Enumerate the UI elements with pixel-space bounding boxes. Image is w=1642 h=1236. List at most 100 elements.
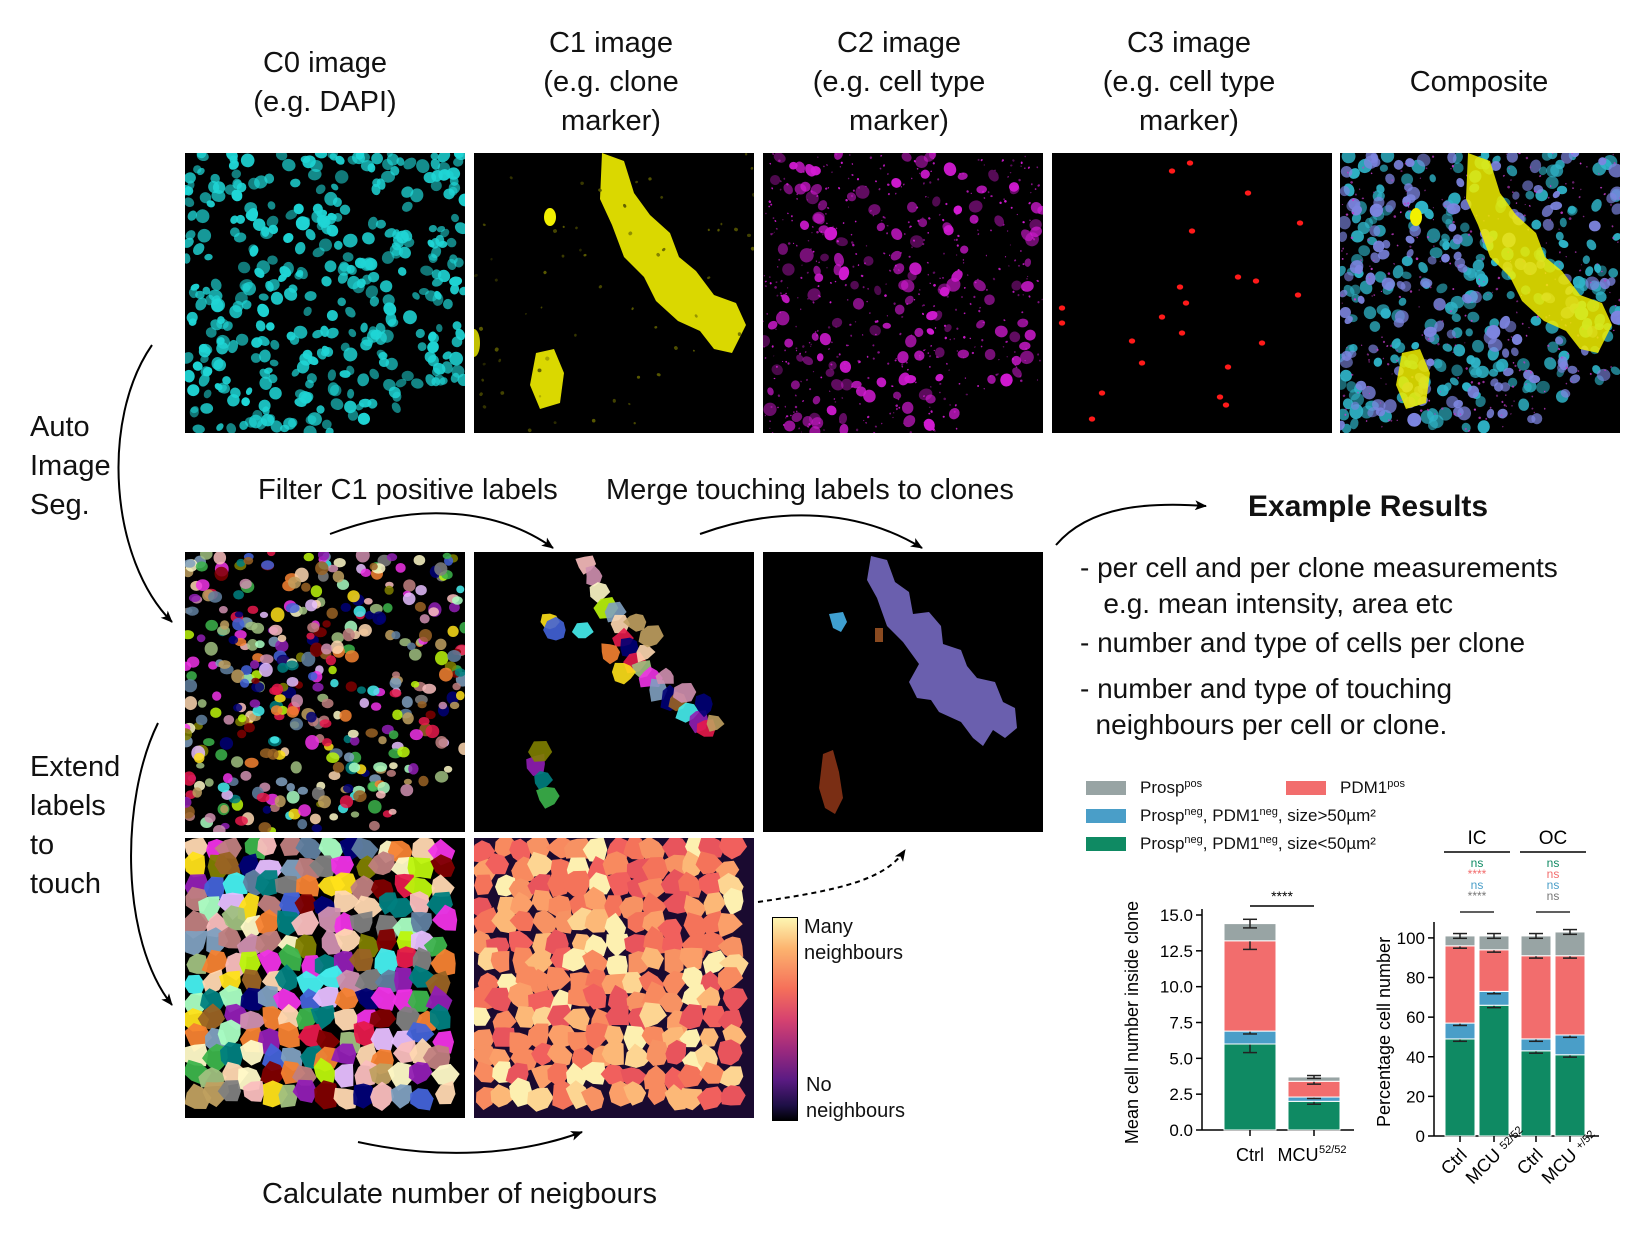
neighbour-cell — [582, 838, 608, 863]
nucleus — [857, 359, 860, 363]
nucleus — [922, 395, 926, 397]
nucleus — [1567, 352, 1569, 355]
nucleus — [1030, 183, 1033, 186]
nucleus — [983, 321, 985, 324]
cell-label — [402, 592, 416, 606]
nucleus — [264, 367, 273, 374]
cell-label — [310, 585, 323, 598]
nucleus — [1403, 202, 1407, 206]
neighbour-cell — [585, 1022, 611, 1051]
nucleus — [840, 378, 853, 391]
nucleus — [948, 230, 950, 232]
y-tick-label: 10.0 — [1160, 978, 1193, 997]
nucleus — [1391, 179, 1394, 182]
nucleus — [1557, 356, 1568, 368]
cell-label — [386, 769, 396, 777]
neighbour-cell — [684, 894, 707, 919]
nucleus — [397, 267, 407, 276]
extended-label — [430, 948, 456, 976]
nucleus — [782, 263, 795, 276]
extended-label — [197, 1003, 225, 1030]
cell-label — [367, 685, 380, 696]
nucleus — [1604, 369, 1606, 372]
cell-label — [185, 728, 192, 741]
nucleus — [1401, 255, 1413, 267]
cell-label — [213, 552, 227, 565]
nucleus — [1369, 265, 1371, 267]
nucleus — [777, 406, 779, 409]
extended-label — [185, 851, 206, 878]
nucleus — [1489, 406, 1492, 409]
nucleus — [932, 271, 936, 274]
nucleus — [1022, 221, 1025, 224]
nucleus — [834, 280, 837, 283]
nucleus — [192, 361, 203, 371]
nucleus — [388, 386, 401, 399]
nucleus — [848, 206, 850, 208]
nucleus — [826, 222, 828, 225]
nucleus — [840, 268, 843, 271]
filter-arrow — [329, 512, 554, 549]
nucleus — [867, 376, 870, 380]
nucleus — [1369, 216, 1378, 225]
nucleus — [1538, 166, 1548, 176]
cell-label — [285, 660, 299, 671]
y-tick-label: 100 — [1397, 929, 1425, 948]
significance-label: **** — [1468, 889, 1487, 903]
nucleus — [901, 363, 904, 366]
cell-label — [414, 601, 426, 612]
neighbour-cell — [641, 947, 664, 970]
cell-label — [391, 631, 401, 640]
nucleus — [1409, 290, 1413, 293]
nucleus — [453, 153, 464, 159]
nucleus — [1555, 336, 1564, 345]
cell-label — [402, 712, 414, 725]
clone-cell-label — [571, 622, 594, 639]
nucleus — [927, 273, 930, 276]
nucleus — [1555, 231, 1564, 241]
nucleus — [1525, 369, 1528, 372]
nucleus — [1431, 155, 1435, 158]
extended-label — [354, 1059, 377, 1087]
nucleus — [500, 391, 505, 395]
extended-label — [291, 910, 320, 936]
nucleus — [818, 261, 820, 264]
nucleus — [895, 357, 898, 360]
neighbour-cell — [718, 838, 748, 860]
nucleus — [1357, 295, 1365, 304]
nucleus — [301, 217, 310, 225]
nucleus — [1505, 405, 1508, 407]
neighbour-cell — [484, 987, 512, 1013]
nucleus — [990, 195, 993, 198]
neighbour-cell — [722, 987, 748, 1014]
extended-label — [432, 904, 458, 931]
nucleus — [1419, 177, 1422, 179]
nucleus — [1017, 318, 1029, 328]
nucleus — [933, 305, 936, 308]
nucleus — [1569, 374, 1581, 384]
neighbour-count-panel — [474, 838, 754, 1118]
nucleus — [423, 171, 437, 184]
neighbour-cell — [582, 949, 609, 977]
cell-label — [360, 568, 371, 577]
nucleus — [976, 319, 986, 329]
nucleus — [1341, 250, 1343, 252]
nucleus — [894, 304, 905, 315]
nucleus — [773, 377, 776, 380]
nucleus — [858, 186, 860, 189]
neighbour-cell — [605, 1001, 629, 1026]
nucleus — [1543, 390, 1546, 393]
nucleus — [1565, 183, 1567, 185]
nucleus — [926, 310, 938, 321]
cell-label — [185, 771, 196, 786]
merged-clone — [829, 612, 847, 632]
significance-label: **** — [1468, 867, 1487, 881]
extended-label — [369, 1009, 397, 1028]
legend-swatch — [1086, 809, 1126, 823]
nucleus — [1459, 413, 1462, 416]
nucleus — [202, 286, 211, 295]
nucleus — [1357, 221, 1370, 235]
nucleus — [1441, 198, 1443, 201]
nucleus — [935, 356, 938, 358]
nucleus — [226, 423, 237, 433]
